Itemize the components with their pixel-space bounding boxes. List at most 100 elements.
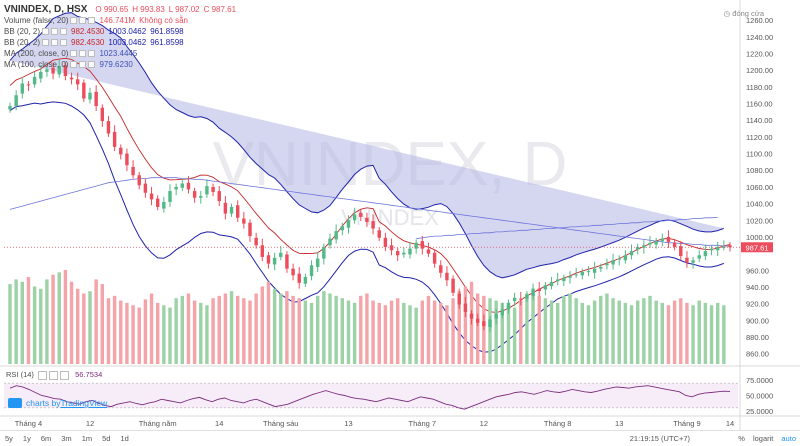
bb-label: BB (20, 2)	[4, 38, 41, 47]
volume-bar	[297, 298, 301, 364]
settings-icon[interactable]	[79, 50, 87, 57]
volume-bar	[303, 300, 308, 364]
close-icon[interactable]	[88, 50, 96, 57]
candle-body	[254, 237, 258, 246]
candle-body	[39, 71, 43, 79]
range-6m[interactable]: 6m	[40, 434, 52, 443]
candle-body	[272, 257, 277, 265]
volume-bar	[125, 302, 129, 364]
rsi-value: 56.7534	[75, 370, 103, 379]
volume-bar	[703, 302, 708, 364]
eye-icon[interactable]	[38, 370, 48, 380]
branding-text: charts by	[26, 398, 61, 408]
volume-bar	[254, 293, 258, 364]
close-icon[interactable]	[60, 39, 68, 46]
legend-volume[interactable]: Volume (false, 20) 146.741M Không có sẵn	[4, 15, 236, 26]
volume-bar	[715, 302, 720, 364]
candle-body	[248, 222, 252, 237]
volume-bar	[328, 293, 332, 364]
y-axis-tick-label: 1120.00	[746, 133, 773, 142]
close-icon[interactable]	[88, 17, 96, 24]
close-icon[interactable]	[60, 28, 68, 35]
eye-icon[interactable]	[70, 50, 78, 57]
eye-icon[interactable]	[70, 17, 78, 24]
candle-body	[69, 77, 74, 80]
legend-ma200[interactable]: MA (200, close, 0) 1023.4445	[4, 48, 236, 59]
candle-body	[217, 191, 221, 202]
candle-body	[654, 241, 658, 245]
percent-scale-toggle[interactable]: %	[738, 434, 745, 443]
candle-body	[389, 245, 394, 251]
legend-bb-1[interactable]: BB (20, 2) 982.4530 1003.0462 961.8598	[4, 26, 236, 37]
volume-bar	[722, 305, 726, 364]
range-5y[interactable]: 5y	[5, 434, 13, 443]
volume-bar	[574, 298, 578, 364]
volume-bar	[162, 305, 166, 364]
candle-body	[383, 237, 388, 247]
bb-basis: 982.4530	[71, 27, 105, 36]
candle-body	[611, 260, 615, 265]
eye-icon[interactable]	[42, 39, 50, 46]
volume-bar	[106, 298, 111, 364]
tradingview-logo-icon	[8, 398, 22, 408]
candle-body	[672, 242, 677, 247]
tradingview-branding[interactable]: charts by TradingView	[8, 398, 107, 408]
eye-icon[interactable]	[70, 61, 78, 68]
volume-bar	[654, 300, 658, 364]
price-chart-svg[interactable]: VNINDEX, DVNINDEX987.611260.001240.00122…	[0, 0, 800, 430]
volume-bar	[586, 305, 591, 364]
market-status-label: đóng cửa	[732, 9, 764, 18]
range-1y[interactable]: 1y	[22, 434, 31, 443]
indicator-legend: VNINDEX, D, HSX O 990.65 H 993.83 L 987.…	[4, 4, 236, 70]
x-axis-tick-label: 12	[86, 419, 94, 428]
range-1d[interactable]: 1d	[120, 434, 129, 443]
settings-icon[interactable]	[79, 17, 87, 24]
volume-bar	[365, 293, 369, 364]
candle-body	[63, 65, 68, 77]
tradingview-link[interactable]: TradingView	[60, 398, 108, 408]
ohlc-low: L 987.02	[168, 5, 200, 14]
settings-icon[interactable]	[51, 28, 59, 35]
volume-bar	[500, 302, 505, 364]
volume-bar	[260, 286, 265, 364]
range-1m[interactable]: 1m	[81, 434, 93, 443]
eye-icon[interactable]	[42, 28, 50, 35]
legend-ma100[interactable]: MA (100, close, 0) 979.6230	[4, 59, 236, 70]
volume-bar	[420, 300, 425, 364]
ma200-label: MA (200, close, 0)	[4, 49, 69, 58]
settings-icon[interactable]	[51, 39, 59, 46]
auto-scale-toggle[interactable]: auto	[781, 434, 796, 443]
settings-icon[interactable]	[49, 370, 59, 380]
candle-body	[439, 265, 443, 273]
log-scale-toggle[interactable]: logarit	[752, 434, 774, 443]
volume-bar	[291, 295, 295, 364]
volume-bar	[611, 298, 615, 364]
candle-body	[205, 186, 209, 195]
close-icon[interactable]	[88, 61, 96, 68]
candle-body	[266, 255, 271, 264]
candle-body	[14, 95, 18, 107]
settings-icon[interactable]	[79, 61, 87, 68]
candle-body	[371, 221, 375, 229]
last-price-label: 987.61	[746, 243, 769, 252]
volume-bar	[642, 298, 646, 364]
candle-body	[568, 276, 572, 278]
volume-bar	[266, 281, 271, 364]
volume-bar	[88, 291, 92, 364]
candle-body	[580, 271, 585, 276]
candle-body	[346, 220, 351, 228]
range-5d[interactable]: 5d	[102, 434, 111, 443]
range-3m[interactable]: 3m	[61, 434, 72, 443]
candle-body	[131, 166, 135, 176]
y-axis-tick-label: 920.00	[746, 300, 769, 309]
rsi-legend[interactable]: RSI (14) 56.7534	[6, 370, 102, 380]
candle-body	[463, 303, 468, 312]
close-icon[interactable]	[60, 370, 70, 380]
candle-body	[297, 273, 301, 283]
volume-bar	[383, 305, 388, 364]
volume-bar	[242, 298, 246, 364]
volume-bar	[697, 300, 701, 364]
volume-bar	[389, 300, 394, 364]
legend-bb-2[interactable]: BB (20, 2) 982.4530 1003.0462 961.8598	[4, 37, 236, 48]
